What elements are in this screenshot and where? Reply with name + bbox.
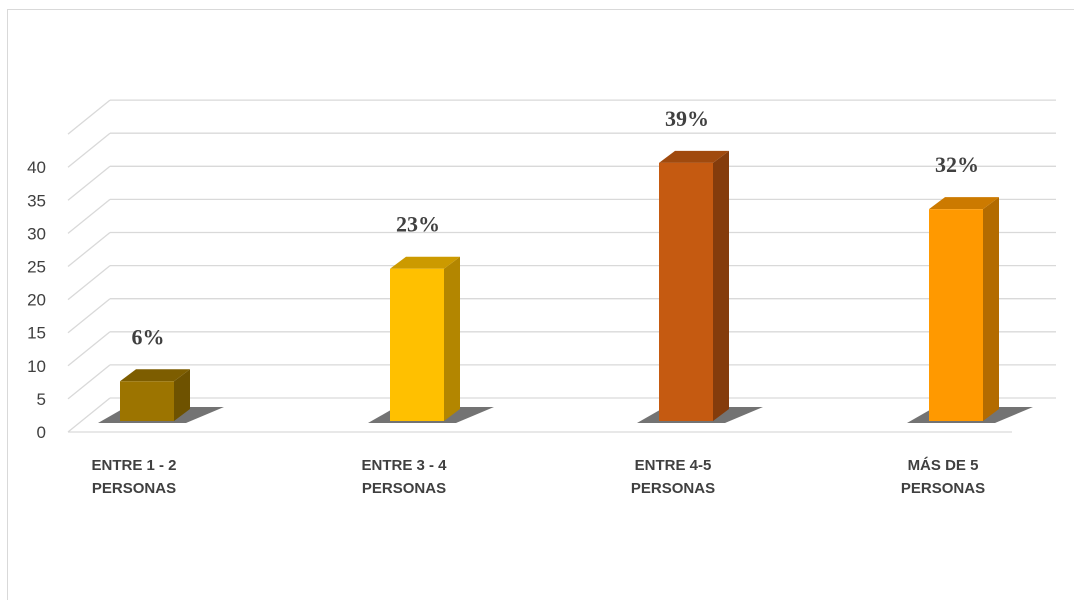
gridline-diagonal [68, 365, 110, 399]
gridline-diagonal [68, 299, 110, 333]
gridline-diagonal [68, 166, 110, 200]
y-tick-label: 10 [27, 357, 46, 376]
x-category-label: MÁS DE 5 PERSONAS [901, 457, 985, 497]
data-label: 39% [665, 106, 709, 131]
y-tick-label: 30 [27, 224, 46, 243]
bar-side [713, 151, 729, 421]
data-label: 6% [132, 324, 165, 349]
bar-side [444, 257, 460, 421]
bars [98, 151, 1033, 423]
x-category-line: PERSONAS [901, 480, 985, 497]
y-tick-label: 40 [27, 158, 46, 177]
y-tick-label: 0 [37, 423, 46, 442]
grid [68, 100, 1056, 432]
x-category-line: PERSONAS [631, 480, 715, 497]
x-category-label: ENTRE 1 - 2 PERSONAS [91, 457, 176, 497]
bar-side [983, 197, 999, 421]
bar [390, 269, 444, 421]
gridline-diagonal [68, 233, 110, 267]
gridline-diagonal [68, 133, 110, 167]
x-category-line: PERSONAS [92, 480, 176, 497]
x-category-line: ENTRE 3 - 4 [361, 457, 447, 474]
y-tick-label: 25 [27, 258, 46, 277]
gridline-diagonal [68, 398, 110, 432]
bar [659, 163, 713, 421]
x-category-line: ENTRE 1 - 2 [91, 457, 176, 474]
bar [929, 209, 983, 421]
data-labels: 6% 23% 39% 32% [132, 106, 980, 349]
y-tick-label: 20 [27, 291, 46, 310]
y-tick-label: 35 [27, 191, 46, 210]
gridline-diagonal [68, 266, 110, 300]
y-tick-label: 5 [37, 390, 46, 409]
data-label: 23% [396, 212, 440, 237]
y-tick-label: 15 [27, 324, 46, 343]
x-category-line: ENTRE 4-5 [635, 457, 712, 474]
bar [120, 381, 174, 421]
gridline-diagonal [68, 199, 110, 233]
x-category-line: PERSONAS [362, 480, 446, 497]
gridline-diagonal [68, 100, 110, 134]
data-label: 32% [935, 152, 979, 177]
x-category-line: MÁS DE 5 [908, 457, 979, 474]
x-category-label: ENTRE 4-5 PERSONAS [631, 457, 715, 497]
y-axis-ticks: 0 5 10 15 20 25 30 35 40 [27, 158, 46, 442]
x-category-label: ENTRE 3 - 4 PERSONAS [361, 457, 447, 497]
gridline-diagonal [68, 332, 110, 366]
